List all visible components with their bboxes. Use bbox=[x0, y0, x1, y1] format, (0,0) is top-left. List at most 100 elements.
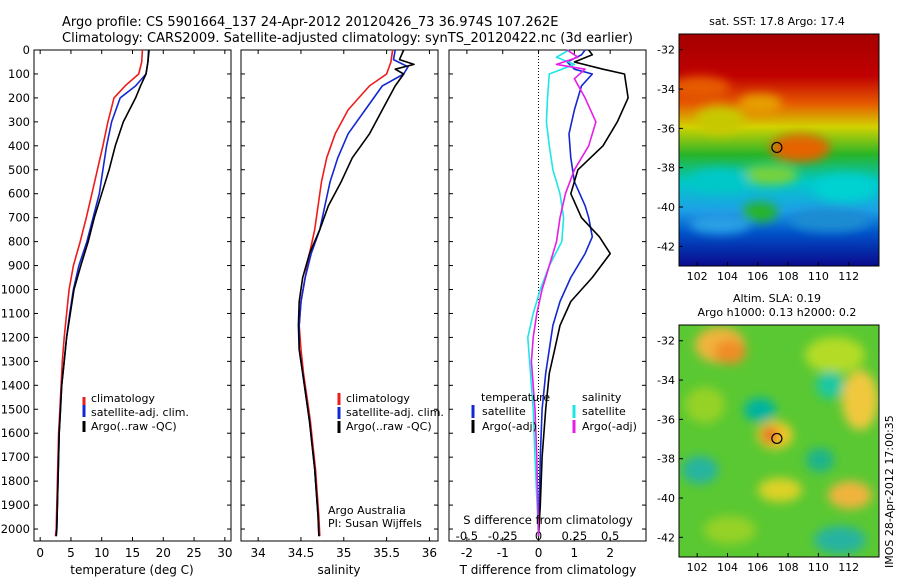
x-tick-label: 10 bbox=[94, 546, 109, 560]
legend-argo-label: Argo(..raw -QC) bbox=[91, 420, 177, 433]
lon-tick-label: 102 bbox=[687, 561, 708, 574]
x-tick-label: 15 bbox=[125, 546, 140, 560]
x-tick-label: 5 bbox=[67, 546, 75, 560]
lat-tick-label: -42 bbox=[657, 531, 675, 544]
x-tick-label: 20 bbox=[156, 546, 171, 560]
y-tick-label: 0 bbox=[23, 43, 30, 57]
credit-org: Argo Australia bbox=[328, 504, 406, 517]
legend-satellite-label: satellite-adj. clim. bbox=[91, 406, 189, 419]
lat-tick-label: -38 bbox=[657, 162, 675, 175]
sla-map-lon-axis: 102 104 106 108 110 112 bbox=[687, 553, 859, 574]
salinity-series-2-line bbox=[297, 49, 415, 537]
legend-climatology-label: climatology bbox=[346, 392, 410, 405]
difference-series bbox=[526, 49, 629, 537]
lat-tick-label: -36 bbox=[657, 122, 675, 135]
s-difference-label: S difference from climatology bbox=[463, 513, 633, 527]
legend-satellite-label: satellite-adj. clim. bbox=[346, 406, 444, 419]
sst-map-lat-axis: -32 -34 -36 -38 -40 -42 bbox=[657, 44, 683, 253]
lon-tick-label: 112 bbox=[838, 561, 859, 574]
y-tick-label: 1800 bbox=[1, 474, 30, 488]
y-tick-label: 1500 bbox=[1, 402, 30, 416]
s-tick-label: 0.25 bbox=[562, 529, 588, 543]
y-tick-label: 800 bbox=[8, 235, 30, 249]
x-tick-label: 36 bbox=[422, 546, 437, 560]
temperature-legend: climatology satellite-adj. clim. Argo(..… bbox=[82, 392, 189, 433]
y-tick-label: 1400 bbox=[1, 378, 30, 392]
salinity-xlabel: salinity bbox=[317, 563, 360, 577]
temperature-panel: 0100200300400500600700800900100011001200… bbox=[1, 43, 233, 577]
legend-t-argo-label: Argo(-adj) bbox=[482, 420, 537, 433]
y-tick-label: 1300 bbox=[1, 354, 30, 368]
temperature-plot-frame bbox=[33, 49, 232, 542]
lon-tick-label: 110 bbox=[808, 561, 829, 574]
lat-tick-label: -40 bbox=[657, 492, 675, 505]
s-tick-label: 0.5 bbox=[601, 529, 619, 543]
lat-tick-label: -42 bbox=[657, 240, 675, 253]
difference-legend: temperature salinity satellite Argo(-adj… bbox=[471, 391, 637, 433]
sla-map-frame bbox=[678, 324, 880, 558]
lat-tick-label: -36 bbox=[657, 413, 675, 426]
lat-tick-label: -38 bbox=[657, 453, 675, 466]
sst-map-frame bbox=[678, 33, 880, 267]
lon-tick-label: 106 bbox=[747, 270, 768, 283]
lon-tick-label: 108 bbox=[778, 270, 799, 283]
lon-tick-label: 104 bbox=[717, 561, 738, 574]
sla-map-title: Altim. SLA: 0.19 bbox=[733, 292, 821, 305]
salinity-legend: climatology satellite-adj. clim. Argo(..… bbox=[337, 392, 444, 433]
s-tick-label: -0.5 bbox=[456, 529, 478, 543]
imos-credit: IMOS 28-Apr-2012 17:00:35 bbox=[883, 415, 896, 568]
temperature-x-axis: 0 5 10 15 20 25 30 bbox=[36, 50, 232, 560]
header-title-line1: Argo profile: CS 5901664_137 24-Apr-2012… bbox=[62, 15, 558, 30]
y-tick-label: 1000 bbox=[1, 283, 30, 297]
x-tick-label: 2 bbox=[606, 546, 614, 560]
salinity-plot-frame bbox=[240, 49, 439, 542]
sst-map-panel: sat. SST: 17.8 Argo: 17.4 102 104 106 108 11… bbox=[657, 15, 880, 283]
y-tick-label: 1700 bbox=[1, 450, 30, 464]
lat-tick-label: -40 bbox=[657, 201, 675, 214]
x-tick-label: 34 bbox=[250, 546, 265, 560]
salinity-x-axis: 34 34.5 35 35.5 36 bbox=[241, 49, 438, 560]
argo-float-marker bbox=[771, 432, 783, 445]
y-tick-label: 600 bbox=[8, 187, 30, 201]
depth-axis: 0 100 200 300 400 500 600 700 800 900 1000 1100 1200… bbox=[1, 43, 231, 536]
salinity-panel: 34 34.5 35 35.5 36 salinity climatology sate… bbox=[240, 49, 444, 577]
credit-pi: PI: Susan Wijffels bbox=[328, 517, 422, 530]
y-tick-label: 1900 bbox=[1, 498, 30, 512]
lat-tick-label: -34 bbox=[657, 83, 675, 96]
lon-tick-label: 110 bbox=[808, 270, 829, 283]
y-tick-label: 300 bbox=[8, 115, 30, 129]
t-difference-xlabel: T difference from climatology bbox=[459, 563, 637, 577]
y-tick-label: 2000 bbox=[1, 522, 30, 536]
x-tick-label: -2 bbox=[461, 546, 473, 560]
legend-t-satellite-label: satellite bbox=[482, 405, 526, 418]
difference-panel: -2 -1 0 1 2 -0.5 -0.25 0 0.25 0.5 S difference f… bbox=[448, 49, 647, 577]
lat-tick-label: -34 bbox=[657, 374, 675, 387]
difference-series-2-line bbox=[526, 49, 576, 537]
difference-series-0-line bbox=[537, 49, 594, 537]
legend-s-argo-label: Argo(-adj) bbox=[582, 420, 637, 433]
y-tick-label: 200 bbox=[8, 91, 30, 105]
lon-tick-label: 106 bbox=[747, 561, 768, 574]
y-tick-label: 700 bbox=[8, 211, 30, 225]
y-tick-label: 1200 bbox=[1, 330, 30, 344]
sla-heatmap bbox=[679, 325, 879, 557]
argo-float-marker bbox=[771, 141, 783, 154]
sla-map-panel: Altim. SLA: 0.19 Argo h1000: 0.13 h2000:… bbox=[657, 292, 880, 574]
lat-tick-label: -32 bbox=[657, 335, 675, 348]
lon-tick-label: 102 bbox=[687, 270, 708, 283]
x-tick-label: 30 bbox=[217, 546, 232, 560]
y-tick-label: 500 bbox=[8, 163, 30, 177]
sla-map-lat-axis: -32 -34 -36 -38 -40 -42 bbox=[657, 335, 683, 544]
sla-map-subtitle: Argo h1000: 0.13 h2000: 0.2 bbox=[698, 306, 857, 319]
s-tick-label: -0.25 bbox=[488, 529, 518, 543]
salinity-series bbox=[297, 49, 415, 537]
y-tick-label: 100 bbox=[8, 67, 30, 81]
x-tick-label: 0 bbox=[535, 546, 543, 560]
lon-tick-label: 112 bbox=[838, 270, 859, 283]
y-tick-label: 900 bbox=[8, 259, 30, 273]
legend-argo-label: Argo(..raw -QC) bbox=[346, 420, 432, 433]
legend-climatology-label: climatology bbox=[91, 392, 155, 405]
y-tick-label: 1600 bbox=[1, 426, 30, 440]
sst-heatmap bbox=[679, 34, 879, 266]
